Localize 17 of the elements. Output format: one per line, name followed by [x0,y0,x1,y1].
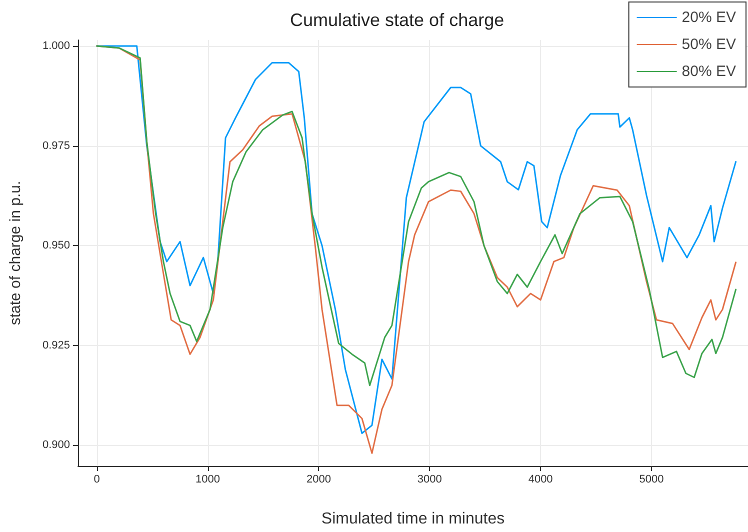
y-tick-label: 0.900 [42,439,70,452]
x-tick-label: 0 [94,474,100,486]
x-tick-label: 3000 [417,474,442,486]
x-tick-label: 4000 [528,474,553,486]
y-tick-label: 0.975 [42,140,70,152]
y-tick-label: 1.000 [42,40,70,52]
x-tick-label: 5000 [639,474,664,486]
y-axis-title: state of charge in p.u. [7,180,24,326]
legend-label: 50% EV [682,36,736,53]
y-tick-label: 0.950 [42,240,70,252]
legend-label: 80% EV [682,63,736,80]
chart-title: Cumulative state of charge [290,10,504,30]
legend-label: 20% EV [682,9,736,26]
y-tick-label: 0.925 [42,339,70,352]
x-axis-title: Simulated time in minutes [321,510,505,528]
x-tick-label: 2000 [306,474,331,486]
x-tick-label: 1000 [196,474,220,486]
